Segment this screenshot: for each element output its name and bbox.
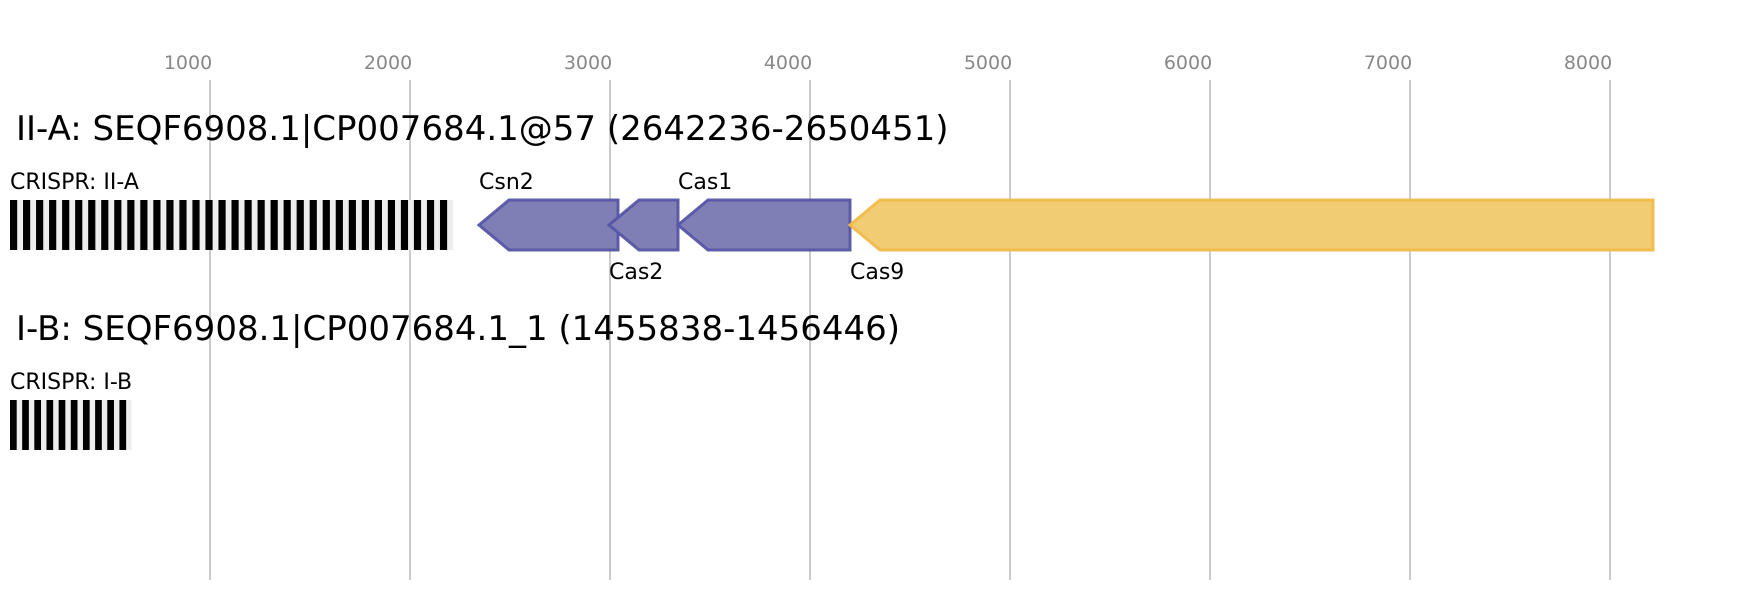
gene-label: Csn2 <box>479 170 534 195</box>
crispr-repeat <box>114 200 122 250</box>
crispr-repeat <box>335 200 343 250</box>
crispr-repeat <box>296 200 304 250</box>
crispr-repeat <box>101 200 109 250</box>
crispr-repeat <box>413 200 422 250</box>
crispr-repeat <box>10 400 17 450</box>
crispr-repeat <box>231 200 239 250</box>
crispr-repeat <box>257 200 265 250</box>
gene-label: Cas1 <box>678 170 732 195</box>
crispr-repeat <box>88 200 96 250</box>
crispr-repeat <box>36 200 44 250</box>
gene-cas9 <box>847 198 1655 252</box>
crispr-repeat <box>309 200 317 250</box>
gene-cas1 <box>675 198 852 252</box>
gene-label: Cas2 <box>609 260 663 285</box>
crispr-repeat <box>153 200 161 250</box>
crispr-repeat <box>58 400 66 450</box>
crispr-repeat <box>46 400 54 450</box>
crispr-repeat <box>400 200 409 250</box>
crispr-repeat <box>244 200 252 250</box>
crispr-repeat <box>10 200 18 250</box>
tick-label: 8000 <box>1564 52 1612 74</box>
tick-label: 2000 <box>364 52 412 74</box>
crispr-repeat <box>179 200 187 250</box>
crispr-repeat <box>22 400 29 450</box>
crispr-repeat <box>439 200 448 250</box>
tick-label: 5000 <box>964 52 1012 74</box>
crispr-repeat <box>166 200 174 250</box>
crispr-repeat <box>107 400 114 450</box>
tick-label: 6000 <box>1164 52 1212 74</box>
crispr-repeat <box>283 200 291 250</box>
crispr-repeat <box>49 200 57 250</box>
locus-title: II-A: SEQF6908.1|CP007684.1@57 (2642236-… <box>16 109 949 149</box>
crispr-label: CRISPR: II-A <box>10 170 139 195</box>
crispr-repeat <box>62 200 70 250</box>
crispr-repeat <box>127 200 135 250</box>
crispr-label: CRISPR: I-B <box>10 370 132 395</box>
crispr-repeat <box>205 200 213 250</box>
crispr-repeat <box>34 400 42 450</box>
tick-label: 1000 <box>164 52 212 74</box>
tick-label: 7000 <box>1364 52 1412 74</box>
tick-label: 4000 <box>764 52 812 74</box>
tick-label: 3000 <box>564 52 612 74</box>
crispr-repeat <box>192 200 200 250</box>
crispr-repeat <box>23 200 31 250</box>
crispr-repeat <box>361 200 369 250</box>
gene-csn2 <box>476 198 620 252</box>
crispr-repeat <box>218 200 226 250</box>
crispr-repeat <box>270 200 278 250</box>
crispr-repeat <box>140 200 148 250</box>
gene-label: Cas9 <box>850 260 904 285</box>
locus-title: I-B: SEQF6908.1|CP007684.1_1 (1455838-14… <box>16 309 900 349</box>
crispr-repeat <box>348 200 356 250</box>
crispr-repeat <box>374 200 382 250</box>
crispr-repeat <box>95 400 102 450</box>
crispr-repeat <box>426 200 435 250</box>
crispr-repeat <box>75 200 83 250</box>
crispr-repeat <box>119 400 127 450</box>
crispr-repeat <box>322 200 330 250</box>
crispr-repeat <box>70 400 78 450</box>
crispr-repeat <box>387 200 396 250</box>
crispr-repeat <box>82 400 90 450</box>
